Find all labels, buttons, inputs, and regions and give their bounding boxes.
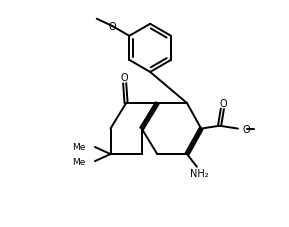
Text: Me: Me <box>73 157 86 166</box>
Text: Me: Me <box>73 143 86 152</box>
Text: O: O <box>108 22 116 32</box>
Text: O: O <box>219 98 227 108</box>
Text: O: O <box>243 124 250 134</box>
Text: O: O <box>121 73 129 83</box>
Text: NH₂: NH₂ <box>190 168 209 178</box>
